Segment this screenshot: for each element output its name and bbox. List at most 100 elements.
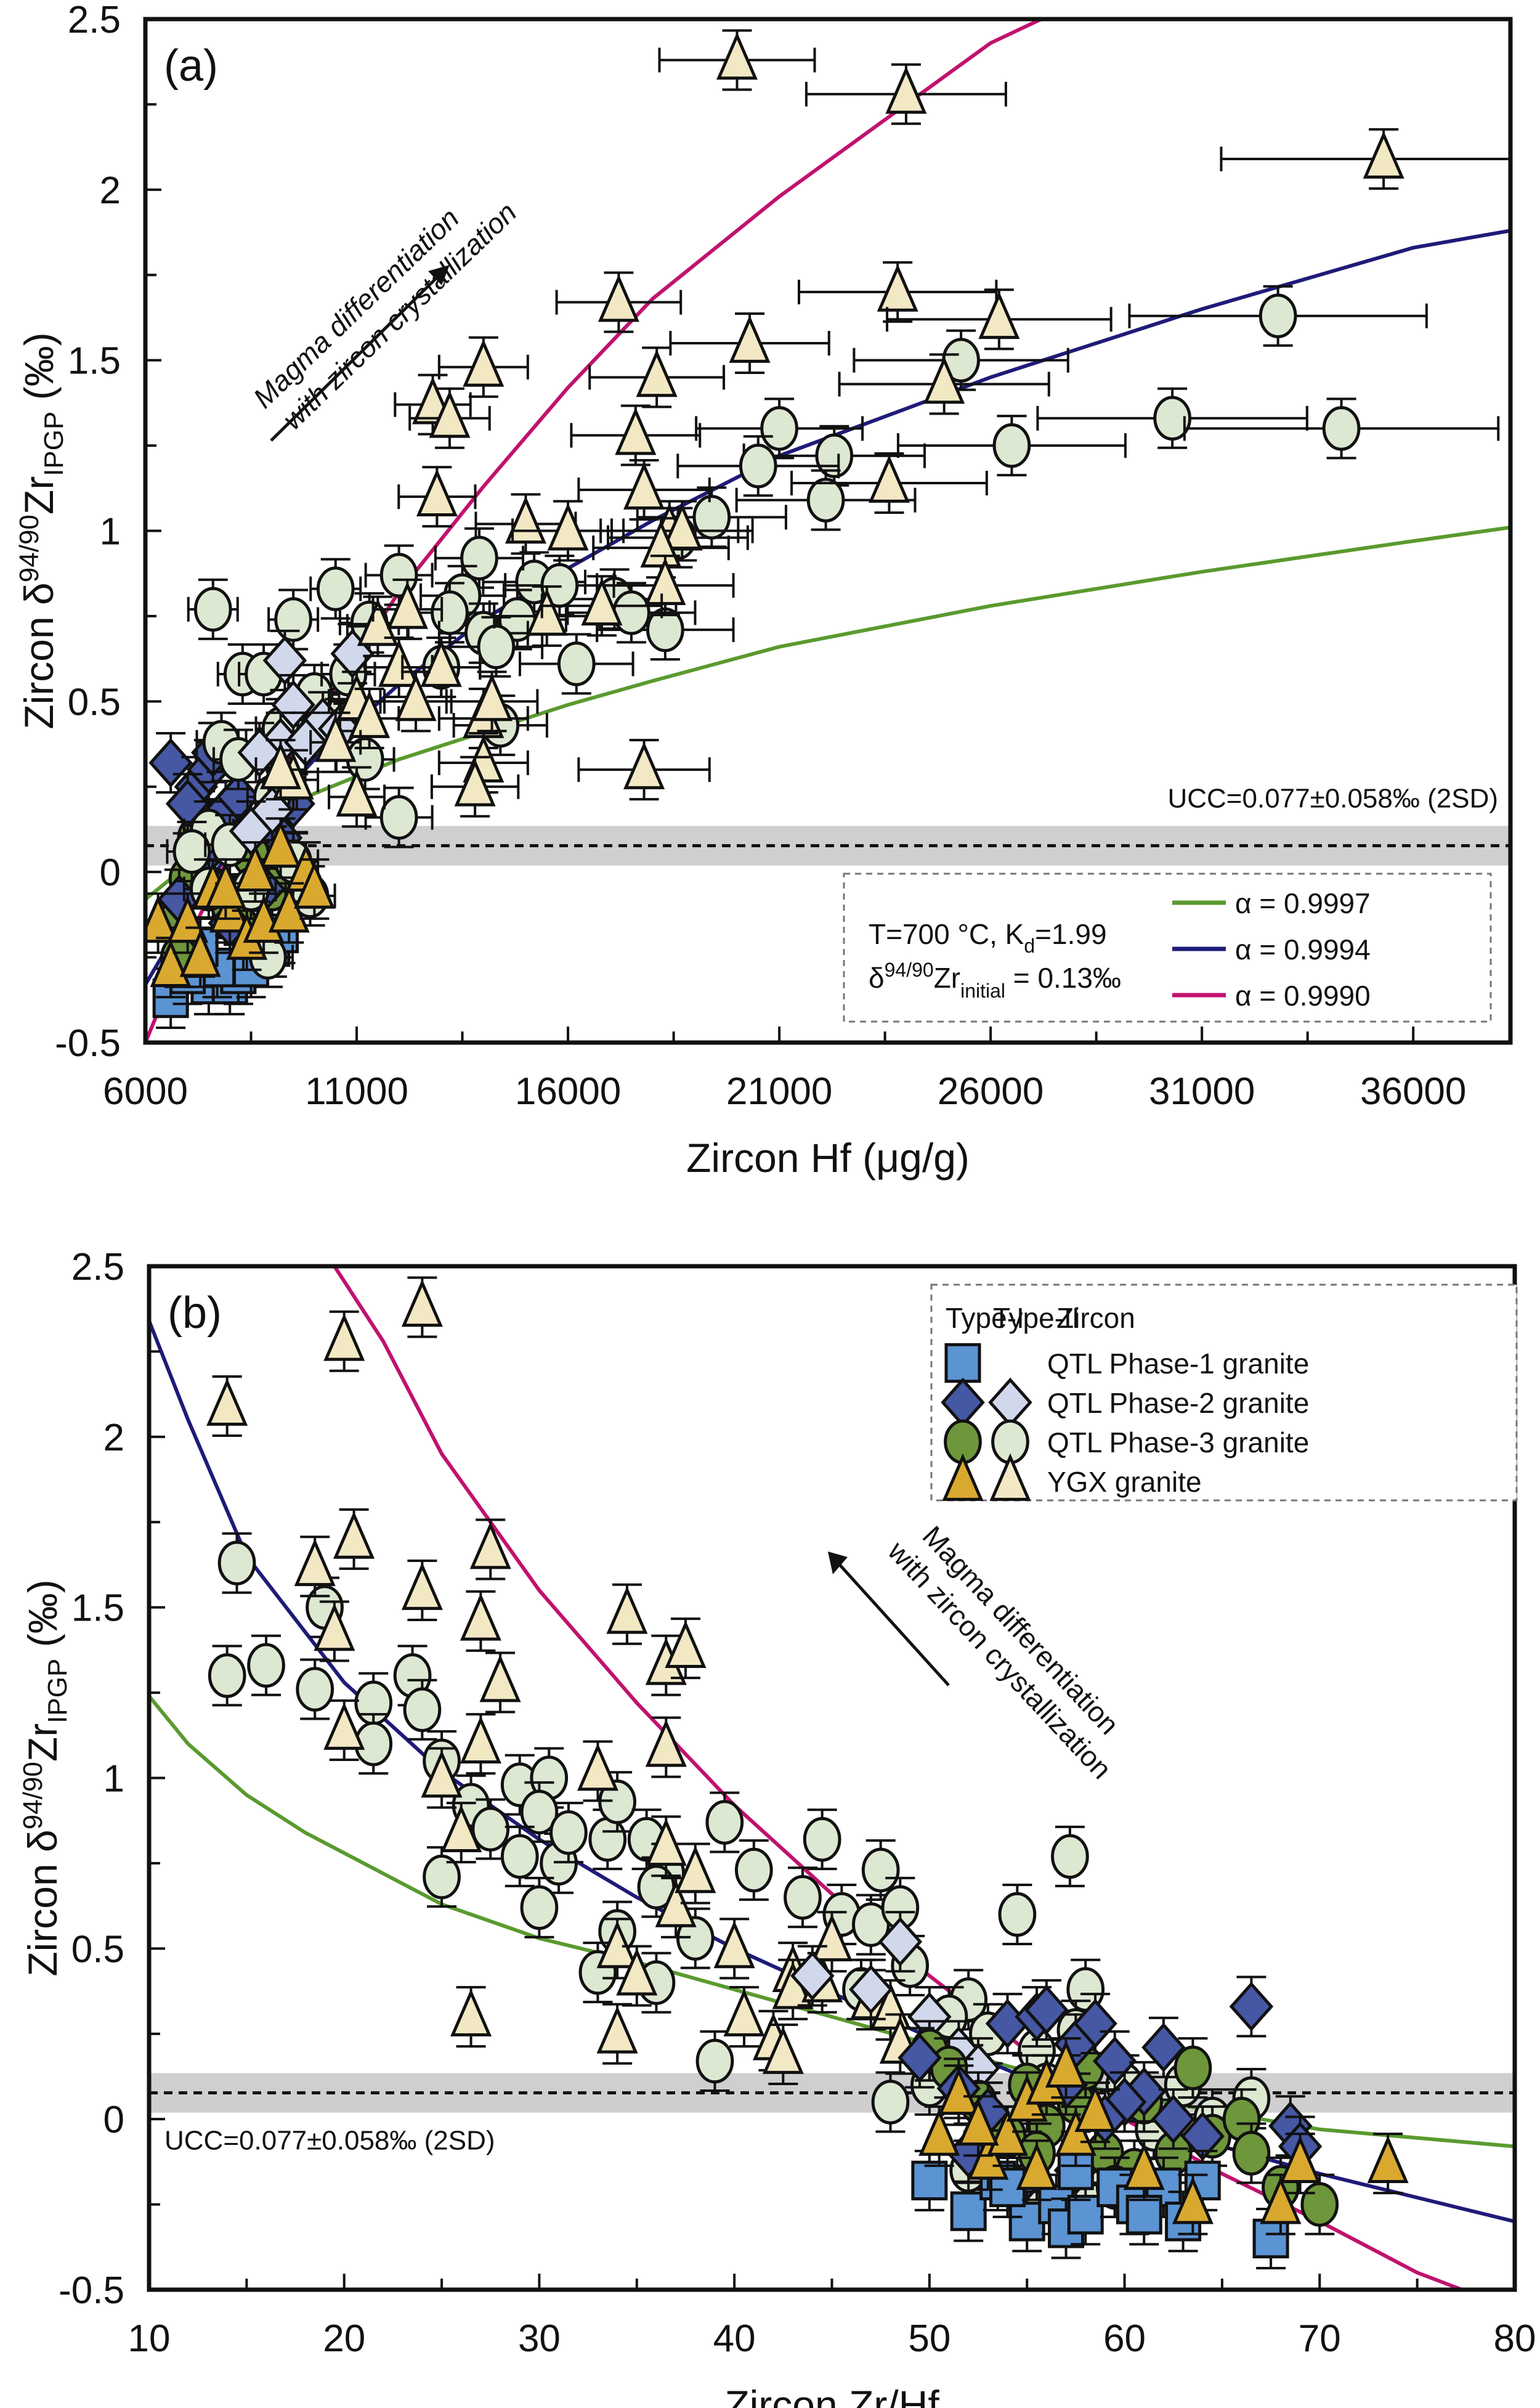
ucc-label: UCC=0.077±0.058‰ (2SD) <box>164 2126 495 2156</box>
panel-a: -0.5 0 0.5 1 1.5 2 2.5 6000 11000 16000 21000 26000… <box>14 0 1513 1181</box>
x-axis-title: Zircon Zr/Hf <box>724 2382 939 2408</box>
data-point <box>145 895 179 943</box>
data-point <box>1051 1834 1089 1879</box>
data-point <box>423 1854 461 1900</box>
data-point <box>729 315 771 363</box>
data-point <box>665 1620 707 1668</box>
data-point <box>1367 2135 1409 2184</box>
x-tick-label: 6000 <box>103 1070 188 1113</box>
y-tick-label: 0.5 <box>71 1928 124 1971</box>
data-point <box>250 786 294 836</box>
x-tick-label: 30 <box>518 2317 561 2360</box>
data-point <box>1153 396 1191 441</box>
data-point <box>395 673 437 722</box>
data-point <box>967 2132 1009 2180</box>
y-tick-label: 0.5 <box>68 681 121 723</box>
x-tick-label: 60 <box>1103 2317 1146 2360</box>
data-points <box>206 1276 1409 2269</box>
data-point <box>460 1593 501 1641</box>
data-point <box>675 1845 716 1893</box>
data-point <box>695 2038 734 2084</box>
x-axis-title: Zircon Hf (μg/g) <box>686 1135 970 1181</box>
data-point <box>471 1807 510 1852</box>
data-point <box>460 1715 501 1763</box>
data-point <box>1141 2022 1186 2073</box>
data-point <box>526 588 568 636</box>
data-point <box>271 680 315 730</box>
data-point <box>992 423 1031 468</box>
data-point <box>316 566 355 611</box>
x-tick-label: 11000 <box>305 1070 408 1113</box>
data-point <box>179 929 221 977</box>
data-point <box>421 1750 463 1798</box>
legend-marker-type1 <box>942 1453 984 1501</box>
annotation-text: Magma differentiationwith zircon crystal… <box>247 170 523 440</box>
y-tick-label: 2 <box>100 169 121 212</box>
data-point <box>606 1586 648 1634</box>
y-tick-label: 2.5 <box>68 0 121 41</box>
data-point <box>336 768 378 817</box>
y-axis-title: Zircon δ94/90ZrIPGP (‰) <box>14 332 69 729</box>
initial-value-text: δ94/90Zrinitial = 0.13‰ <box>869 959 1121 1002</box>
data-point <box>705 1800 744 1845</box>
data-point <box>1123 2142 1165 2190</box>
data-point <box>520 1789 559 1835</box>
x-tick-label: 26000 <box>938 1070 1044 1113</box>
legend-header: Zircon <box>1056 1302 1135 1334</box>
data-point <box>500 1834 539 1879</box>
data-point <box>479 1654 521 1702</box>
data-point <box>450 1988 492 2036</box>
series-ygx-granite-type-i- <box>145 817 335 999</box>
y-tick-label: 1.5 <box>68 340 121 383</box>
data-point <box>416 468 458 516</box>
data-point <box>477 624 516 669</box>
data-point <box>378 639 420 687</box>
data-point <box>386 581 428 629</box>
legend-label: α = 0.9994 <box>1235 934 1371 966</box>
data-point <box>469 1521 511 1569</box>
data-point <box>898 2033 942 2083</box>
data-point <box>784 1875 822 1920</box>
data-point <box>923 356 965 404</box>
data-point <box>172 829 211 874</box>
data-points <box>145 29 1510 1030</box>
x-tick-label: 80 <box>1494 2317 1536 2360</box>
x-tick-label: 31000 <box>1149 1070 1255 1113</box>
data-point <box>1322 406 1361 451</box>
legend-label: YGX granite <box>1047 1466 1202 1498</box>
legend-header: Type-I <box>946 1302 1024 1334</box>
y-tick-label: -0.5 <box>59 2269 124 2312</box>
data-point <box>1300 2182 1339 2227</box>
data-point <box>734 1847 773 1893</box>
x-tick-label: 40 <box>713 2317 756 2360</box>
data-point <box>349 690 391 738</box>
symbol-legend-box <box>930 1283 1518 1502</box>
data-point <box>615 407 657 455</box>
data-point <box>760 406 798 451</box>
arrow-line <box>830 1555 950 1686</box>
data-point <box>454 759 496 807</box>
data-point <box>150 939 192 988</box>
data-point <box>431 590 469 635</box>
data-point <box>849 1964 893 2014</box>
data-point <box>547 503 589 551</box>
data-point <box>616 1948 658 1996</box>
data-point <box>1045 2040 1087 2088</box>
panel-label: (b) <box>168 1288 222 1338</box>
data-point <box>1151 2094 1196 2144</box>
data-point <box>1073 1998 1117 2049</box>
data-point <box>557 641 596 686</box>
data-point <box>247 1643 285 1688</box>
data-point <box>314 1603 355 1651</box>
arrow-head-icon <box>428 265 450 285</box>
y-axis-title: Zircon δ94/90ZrIPGP (‰) <box>18 1579 73 1976</box>
data-point <box>165 779 210 829</box>
data-point <box>636 349 678 397</box>
data-point <box>206 1378 248 1426</box>
data-point <box>403 1687 442 1733</box>
arrow-head-icon <box>828 1552 848 1574</box>
data-point <box>871 2080 910 2125</box>
data-point <box>645 1818 687 1866</box>
data-point <box>401 1279 443 1327</box>
